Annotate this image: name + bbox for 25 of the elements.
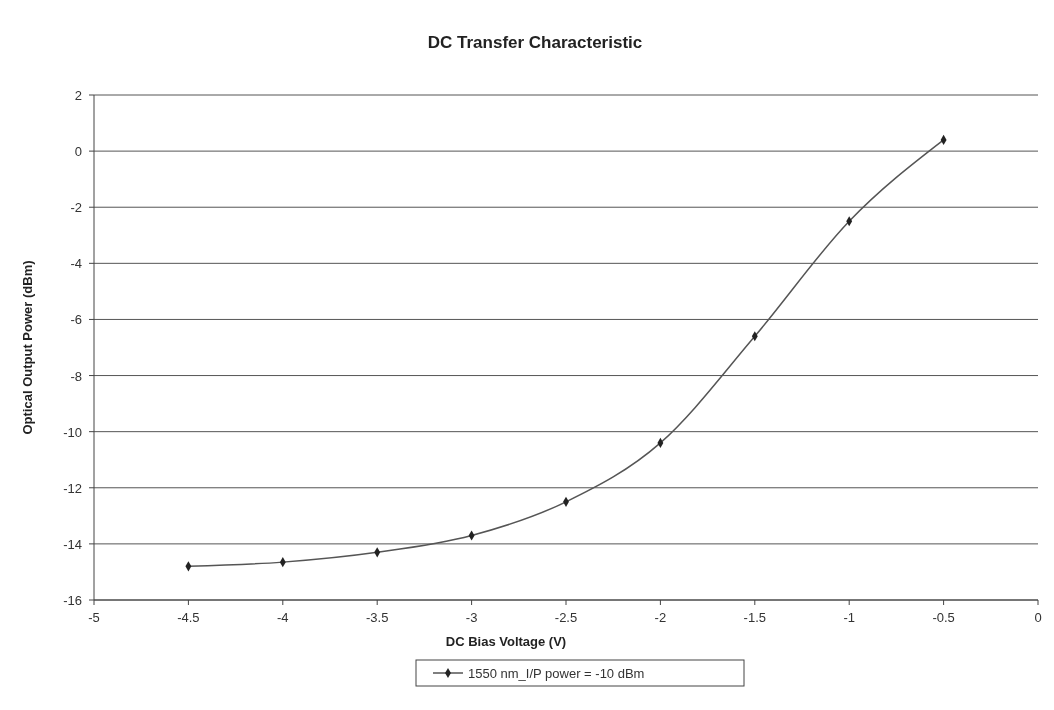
x-tick-label: -0.5 bbox=[932, 610, 955, 625]
x-axis-title: DC Bias Voltage (V) bbox=[445, 634, 567, 649]
y-tick-label: -14 bbox=[63, 536, 82, 552]
x-tick-label: -1 bbox=[843, 610, 855, 625]
y-tick-label: -4 bbox=[70, 256, 82, 272]
y-tick-label: -16 bbox=[63, 593, 82, 608]
y-tick-label: 0 bbox=[74, 144, 82, 160]
y-tick-label: -12 bbox=[63, 480, 82, 496]
y-axis-title: Optical Output Power (dBm) bbox=[20, 260, 35, 435]
x-tick-label: -1.5 bbox=[743, 610, 766, 625]
x-tick-label: -5 bbox=[88, 610, 100, 625]
x-tick-label: -2.5 bbox=[554, 610, 578, 625]
y-tick-label: -8 bbox=[70, 368, 82, 384]
y-tick-label: 2 bbox=[74, 88, 82, 103]
y-tick-label: -6 bbox=[70, 312, 82, 328]
x-tick-label: -3.5 bbox=[366, 610, 389, 625]
y-tick-label: -10 bbox=[63, 424, 82, 440]
legend-label: 1550 nm_I/P power = -10 dBm bbox=[468, 666, 645, 681]
x-tick-label: 0 bbox=[1034, 610, 1042, 625]
x-tick-label: -4 bbox=[277, 610, 289, 625]
x-tick-label: -4.5 bbox=[177, 610, 200, 625]
x-tick-label: -3 bbox=[465, 610, 478, 625]
y-tick-label: -2 bbox=[70, 200, 82, 216]
x-tick-label: -2 bbox=[654, 610, 667, 625]
chart-title: DC Transfer Characteristic bbox=[427, 33, 643, 52]
